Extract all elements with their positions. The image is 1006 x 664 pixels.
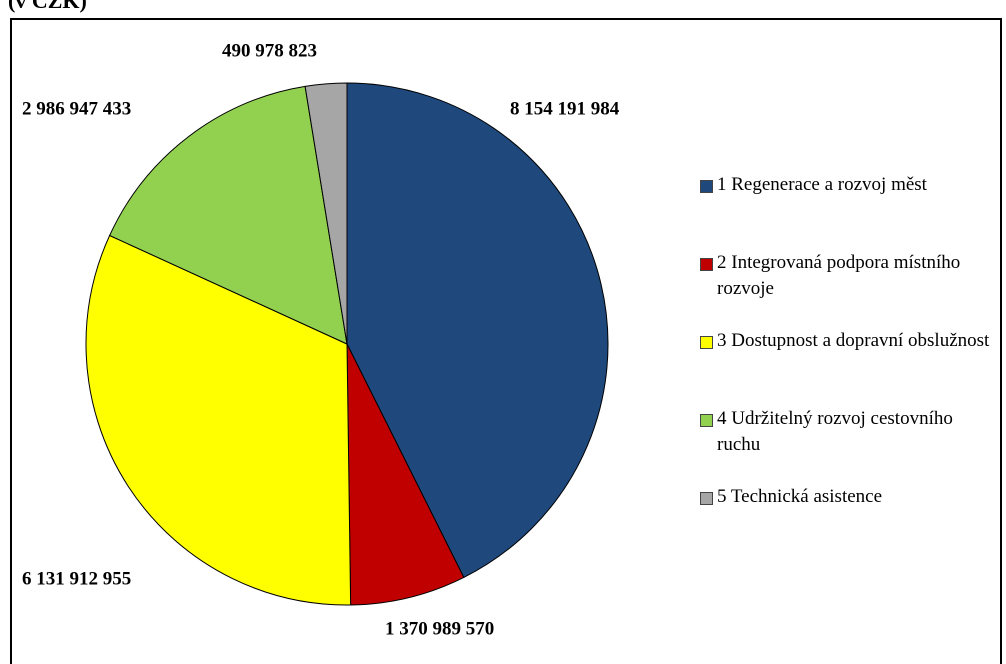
data-label: 8 154 191 984	[510, 98, 620, 119]
data-label: 490 978 823	[222, 40, 317, 61]
legend-item: 2 Integrovaná podpora místního rozvoje	[700, 250, 990, 302]
data-label: 2 986 947 433	[22, 98, 131, 119]
pie-slice	[85, 234, 352, 606]
legend-swatch	[700, 492, 713, 505]
pie-slice	[346, 343, 465, 606]
legend-label: 2 Integrovaná podpora místního rozvoje	[717, 252, 961, 299]
legend-swatch	[700, 180, 713, 193]
legend-label: 5 Technická asistence	[717, 486, 883, 507]
legend-label: 3 Dostupnost a dopravní obslužnost	[717, 330, 990, 351]
pie-slice	[346, 82, 609, 579]
legend-label: 1 Regenerace a rozvoj měst	[717, 174, 927, 195]
legend-item: 1 Regenerace a rozvoj měst	[700, 172, 990, 198]
legend-item: 3 Dostupnost a dopravní obslužnost	[700, 328, 990, 354]
pie-slice	[304, 82, 348, 345]
data-label: 6 131 912 955	[22, 568, 131, 589]
legend-item: 5 Technická asistence	[700, 484, 990, 510]
data-label: 1 370 989 570	[385, 618, 494, 639]
legend-item: 4 Udržitelný rozvoj cestovního ruchu	[700, 406, 990, 458]
pie-slice	[108, 85, 348, 345]
legend-swatch	[700, 336, 713, 349]
chart-frame	[10, 18, 1002, 664]
legend-label: 4 Udržitelný rozvoj cestovního ruchu	[717, 408, 953, 455]
legend-swatch	[700, 414, 713, 427]
legend-swatch	[700, 258, 713, 271]
chart-title: (v CZK)	[8, 0, 87, 13]
